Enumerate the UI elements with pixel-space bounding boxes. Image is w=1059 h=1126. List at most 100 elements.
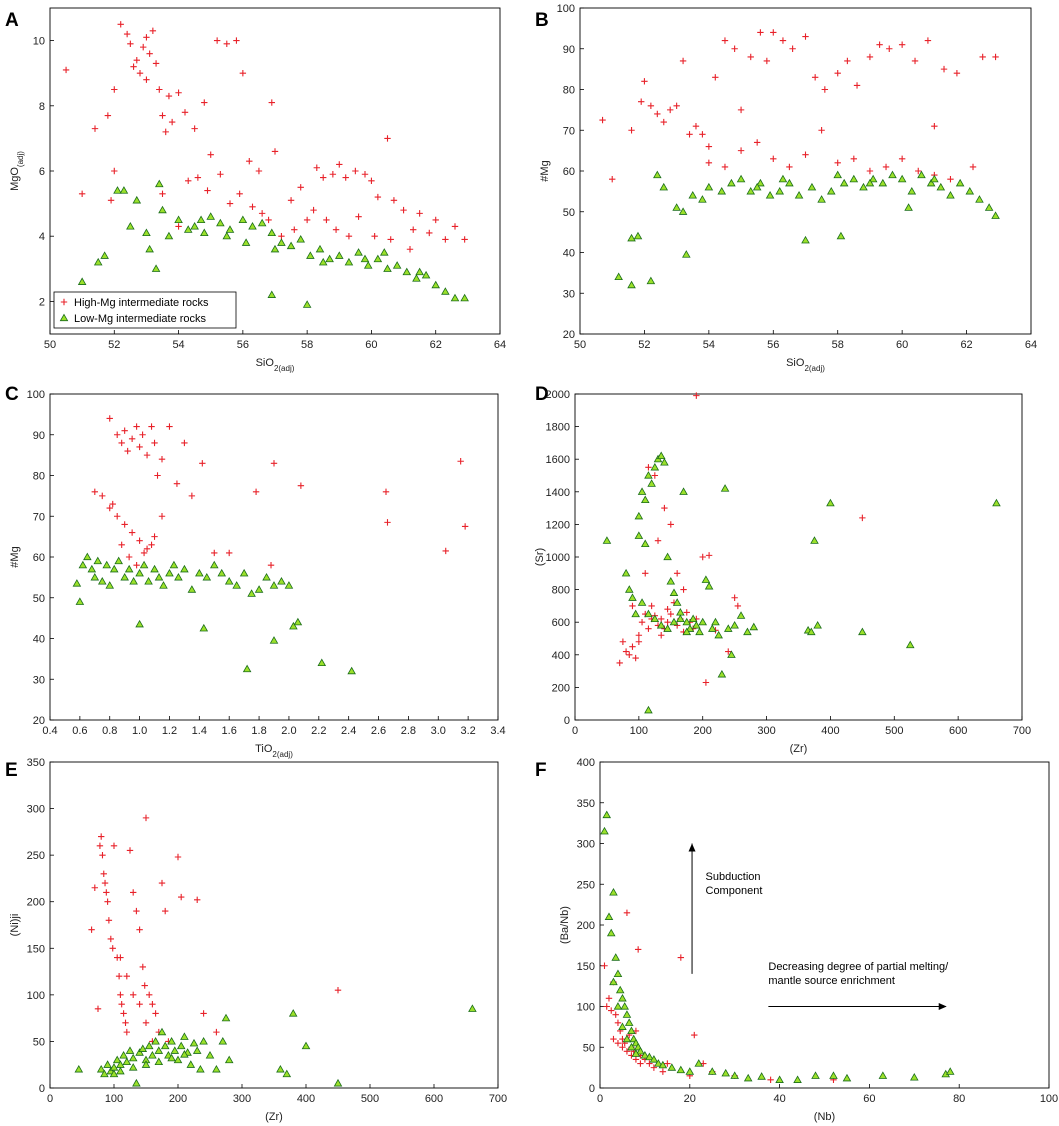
data-point-high-mg — [336, 161, 343, 168]
data-point-high-mg — [911, 57, 919, 65]
y-tick-label-E: 200 — [27, 897, 45, 909]
data-point-high-mg — [255, 167, 263, 175]
y-tick-label-F: 400 — [577, 757, 595, 769]
data-point-high-mg — [461, 236, 468, 243]
data-point-high-mg — [645, 625, 652, 632]
data-point-high-mg — [969, 163, 977, 171]
data-point-high-mg — [667, 610, 674, 618]
y-tick-label-D: 800 — [552, 585, 570, 597]
data-point-low-mg — [752, 182, 762, 191]
data-point-low-mg — [412, 274, 421, 282]
data-point-high-mg — [313, 164, 320, 171]
data-point-high-mg — [159, 112, 166, 119]
data-point-high-mg — [149, 1000, 156, 1008]
y-axis-label-B: #Mg — [539, 160, 551, 181]
data-point-low-mg — [202, 572, 212, 581]
data-point-low-mg — [306, 251, 315, 259]
data-point-low-mg — [701, 575, 711, 583]
data-point-low-mg — [145, 244, 154, 253]
data-point-high-mg — [211, 549, 218, 557]
data-point-high-mg — [151, 439, 158, 447]
data-point-high-mg — [702, 679, 710, 686]
annotations-F: Subduction Component Decreasing degree of … — [688, 843, 949, 1010]
data-point-high-mg — [619, 638, 627, 645]
x-axis-label-B: SiO2(adj) — [786, 357, 825, 373]
data-point-low-mg — [75, 597, 85, 605]
data-point-high-mg — [667, 521, 674, 528]
data-point-low-mg — [930, 174, 939, 183]
data-point-low-mg — [257, 218, 267, 227]
data-point-high-mg — [680, 586, 687, 593]
data-point-low-mg — [723, 624, 733, 632]
data-point-high-mg — [252, 488, 260, 495]
data-point-low-mg — [631, 1049, 641, 1057]
data-point-low-mg — [93, 257, 103, 266]
y-tick-label-C: 20 — [33, 715, 45, 727]
data-point-high-mg — [120, 1010, 127, 1017]
data-point-high-mg — [123, 1028, 130, 1036]
data-point-high-mg — [188, 492, 196, 500]
panel-A: A 50 52 54 56 58 60 62 64 2 4 6 8 10 SiO2(adj) MgO(adj)… — [5, 7, 506, 373]
y-tick-label-F: 50 — [583, 1042, 595, 1054]
data-point-high-mg — [410, 226, 417, 233]
x-tick-label-C: 2.4 — [341, 725, 356, 737]
data-point-high-mg — [432, 216, 439, 224]
data-point-low-mg — [647, 479, 656, 487]
data-point-low-mg — [622, 1034, 632, 1043]
y-axis-label-C: #Mg — [9, 546, 21, 567]
x-tick-label-A: 64 — [494, 339, 506, 351]
data-point-high-mg — [705, 143, 713, 150]
data-point-high-mg — [853, 82, 861, 89]
data-point-high-mg — [136, 1000, 143, 1008]
y-tick-label-F: 350 — [577, 798, 595, 810]
data-point-high-mg — [770, 155, 777, 162]
data-point-low-mg — [614, 272, 623, 281]
data-point-low-mg — [717, 186, 727, 195]
data-point-high-mg — [111, 167, 118, 175]
data-point-low-mg — [135, 619, 144, 628]
data-point-low-mg — [992, 498, 1001, 507]
data-point-low-mg — [224, 577, 234, 585]
data-point-low-mg — [109, 564, 119, 573]
data-point-low-mg — [139, 560, 149, 569]
data-point-low-mg — [196, 215, 206, 223]
y-tick-label-D: 1200 — [546, 519, 570, 531]
data-point-high-mg — [992, 53, 999, 61]
data-point-low-mg — [663, 552, 672, 561]
data-point-low-mg — [154, 572, 164, 581]
data-point-low-mg — [165, 568, 174, 577]
data-point-high-mg — [406, 246, 414, 253]
data-point-low-mg — [154, 1057, 164, 1066]
data-point-high-mg — [712, 74, 719, 81]
data-point-low-mg — [199, 228, 209, 237]
data-point-low-mg — [817, 195, 826, 203]
data-point-high-mg — [614, 1019, 622, 1026]
series-B-plus — [599, 29, 999, 183]
data-point-low-mg — [793, 1075, 802, 1083]
x-tick-label-E: 100 — [105, 1093, 123, 1105]
x-tick-label-A: 62 — [430, 339, 442, 351]
data-point-low-mg — [267, 228, 277, 237]
data-point-low-mg — [199, 623, 209, 632]
data-point-low-mg — [151, 264, 161, 272]
data-point-low-mg — [97, 577, 107, 585]
data-point-high-mg — [645, 464, 652, 471]
data-point-low-mg — [644, 705, 653, 714]
data-point-high-mg — [99, 851, 106, 859]
data-point-low-mg — [678, 207, 688, 215]
data-point-low-mg — [347, 666, 356, 675]
y-tick-label-D: 400 — [552, 650, 570, 662]
data-point-low-mg — [277, 238, 286, 246]
data-point-low-mg — [317, 658, 327, 667]
data-point-low-mg — [878, 1071, 888, 1079]
data-point-low-mg — [620, 1002, 629, 1010]
data-point-low-mg — [468, 1004, 477, 1012]
x-tick-label-A: 60 — [365, 339, 377, 351]
data-point-high-mg — [953, 70, 961, 77]
y-tick-label-C: 80 — [33, 471, 45, 483]
data-point-low-mg — [344, 257, 354, 266]
data-point-high-mg — [162, 128, 169, 136]
data-point-low-mg — [196, 1064, 205, 1073]
data-point-low-mg — [318, 257, 328, 266]
data-point-high-mg — [705, 159, 713, 167]
